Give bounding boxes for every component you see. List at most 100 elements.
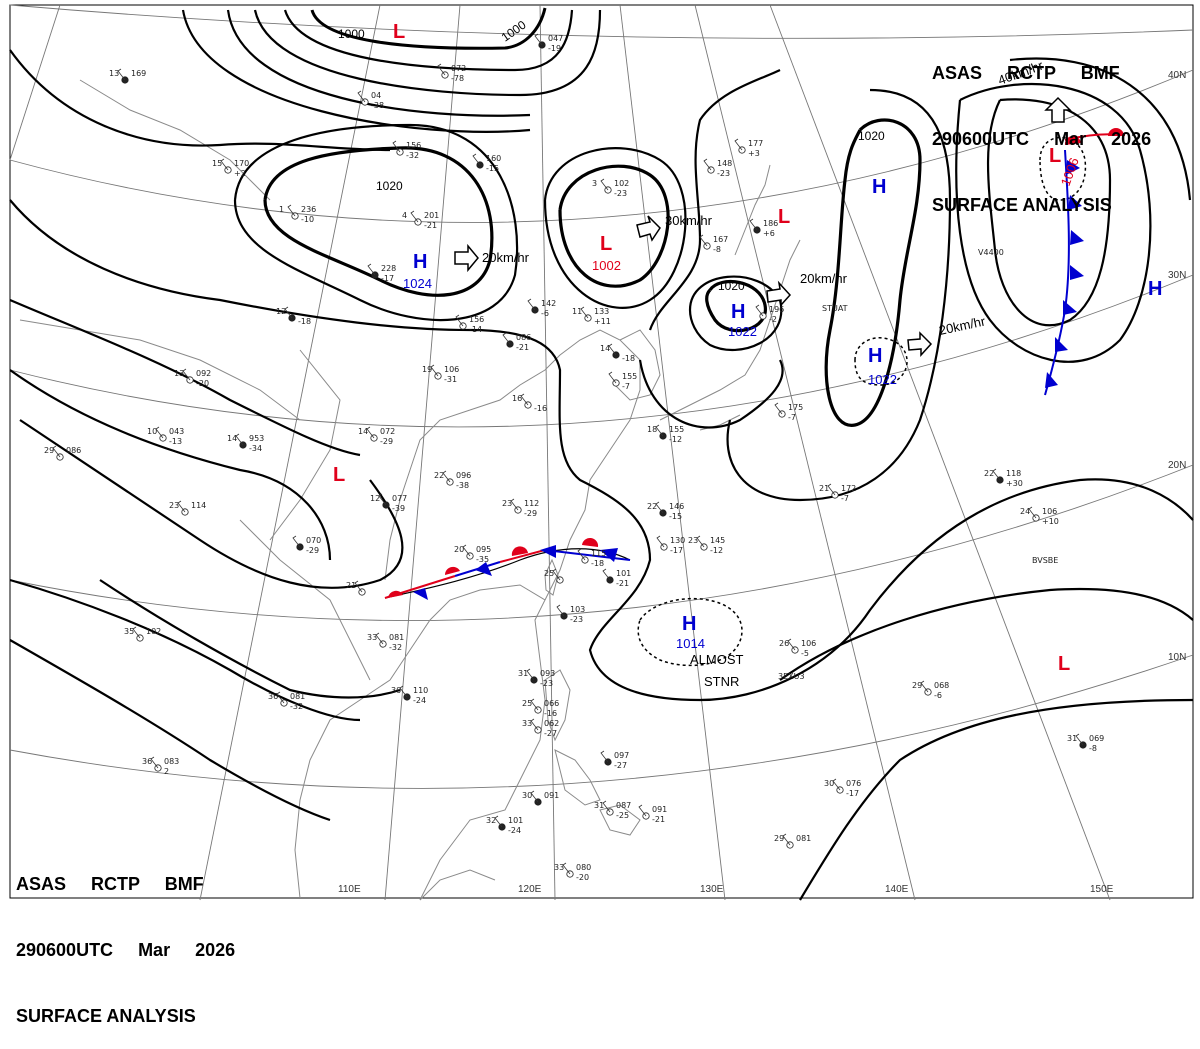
wind-barb — [410, 210, 419, 223]
wind-barb — [1028, 506, 1037, 519]
station-tendency: -15 — [669, 512, 682, 521]
ship-label: 3EXU3 — [778, 672, 805, 681]
station-plot: 142-6 — [527, 298, 556, 318]
wind-barb — [366, 426, 375, 439]
station-pressure: 196 — [769, 305, 784, 314]
station-plot: 30 110-24 — [391, 685, 428, 705]
wind-barb — [699, 234, 708, 247]
station-tendency: -19 — [548, 44, 561, 53]
station-pressure: 106 — [444, 365, 459, 374]
wind-barb — [430, 364, 439, 377]
low-symbol: L — [1049, 145, 1061, 167]
station-plot: 23 114 — [169, 500, 206, 516]
station-pressure: 133 — [594, 307, 609, 316]
station-plot: 35 102 — [124, 626, 161, 642]
station-temperature: 31 — [594, 801, 604, 810]
station-temperature: 3 — [592, 179, 597, 188]
station-pressure: 145 — [710, 536, 725, 545]
wind-barb — [132, 626, 141, 639]
station-plot: 101-21 — [602, 568, 631, 588]
wind-barb — [527, 298, 536, 311]
station-pressure: 076 — [846, 779, 861, 788]
ship-label: BVSBE — [1032, 556, 1058, 565]
station-tendency: -25 — [616, 811, 629, 820]
station-temperature: 23 — [502, 499, 512, 508]
station-pressure: 077 — [392, 494, 407, 503]
station-pressure: 102 — [146, 627, 161, 636]
station-plot: 22 146-15 — [647, 501, 684, 521]
station-plot: 14 072-29 — [358, 426, 395, 446]
station-temperature: 10 — [147, 427, 157, 436]
station-plot: 070-29 — [292, 535, 321, 555]
station-plot: 130-17 — [656, 535, 685, 555]
station-pressure: 095 — [476, 545, 491, 554]
station-pressure: 228 — [381, 264, 396, 273]
wind-barb — [696, 535, 705, 548]
station-pressure: 062 — [544, 719, 559, 728]
station-tendency: -32 — [389, 643, 402, 652]
station-plot: 22 096-38 — [434, 470, 471, 490]
station-pressure: 081 — [290, 692, 305, 701]
station-plot: 115-18 — [577, 548, 606, 568]
station-plot: 13 169 — [109, 68, 146, 84]
longitude-label: 130E — [700, 884, 724, 895]
station-plot: 047-19 — [534, 33, 563, 53]
station-plot: 32 101-24 — [486, 815, 523, 835]
high-pressure-value: 1022 — [728, 324, 757, 339]
station-pressure: 156 — [406, 141, 421, 150]
station-plot: 167-8 — [699, 234, 728, 254]
low-symbol: L — [600, 233, 612, 255]
station-tendency: -20 — [576, 873, 589, 882]
longitude-label: 110E — [338, 884, 361, 895]
station-temperature: 30 — [391, 686, 401, 695]
latitude-label: 20N — [1168, 460, 1186, 471]
movement-label: 20km/hr — [800, 271, 848, 286]
station-temperature: 23 — [688, 536, 698, 545]
station-temperature: 12 — [370, 494, 380, 503]
wind-barb — [494, 815, 503, 828]
wind-barb — [755, 304, 764, 317]
high-symbol: H — [872, 176, 886, 198]
station-plot: 177+3 — [734, 138, 763, 158]
station-temperature: 14 — [600, 344, 610, 353]
wind-barb — [276, 691, 285, 704]
station-plot: 23 112-29 — [502, 498, 539, 518]
station-plot: 091-21 — [638, 804, 667, 824]
wind-barb — [375, 632, 384, 645]
station-plot: 30 076-17 — [824, 778, 861, 798]
station-temperature: 12 — [276, 307, 286, 316]
longitude-label: 150E — [1090, 884, 1114, 895]
station-pressure: 097 — [614, 751, 629, 760]
station-temperature: 36 — [268, 692, 278, 701]
high-symbol: H — [413, 251, 427, 273]
station-tendency: -21 — [424, 221, 437, 230]
station-pressure: 072 — [451, 64, 466, 73]
station-temperature: 13 — [109, 69, 119, 78]
station-pressure: 115 — [591, 549, 606, 558]
station-tendency: -21 — [652, 815, 665, 824]
station-tendency: -5 — [801, 649, 809, 658]
wind-barb — [117, 68, 126, 81]
wind-barb — [602, 800, 611, 813]
wind-barb — [354, 580, 363, 593]
latitude-label: 40N — [1168, 70, 1186, 81]
high-pressure-value: 1022 — [868, 372, 897, 387]
station-pressure: 069 — [1089, 734, 1104, 743]
station-tendency: -23 — [717, 169, 730, 178]
station-temperature: 31 — [1067, 734, 1077, 743]
station-tendency: -14 — [469, 325, 482, 334]
header-line-3: SURFACE ANALYSIS — [932, 195, 1112, 215]
station-tendency: -23 — [570, 615, 583, 624]
station-pressure: 169 — [131, 69, 146, 78]
station-plot: 26 106-5 — [779, 638, 816, 658]
station-tendency: -10 — [301, 215, 314, 224]
wind-barb — [774, 402, 783, 415]
station-tendency: -15 — [486, 164, 499, 173]
wind-barb — [530, 718, 539, 731]
station-pressure: 070 — [306, 536, 321, 545]
station-pressure: 066 — [544, 699, 559, 708]
low-symbol: L — [333, 464, 345, 486]
station-tendency: -2 — [769, 315, 777, 324]
header-line-2: 290600UTC Mar 2026 — [16, 940, 236, 960]
station-plot: 4 201-21 — [402, 210, 439, 230]
